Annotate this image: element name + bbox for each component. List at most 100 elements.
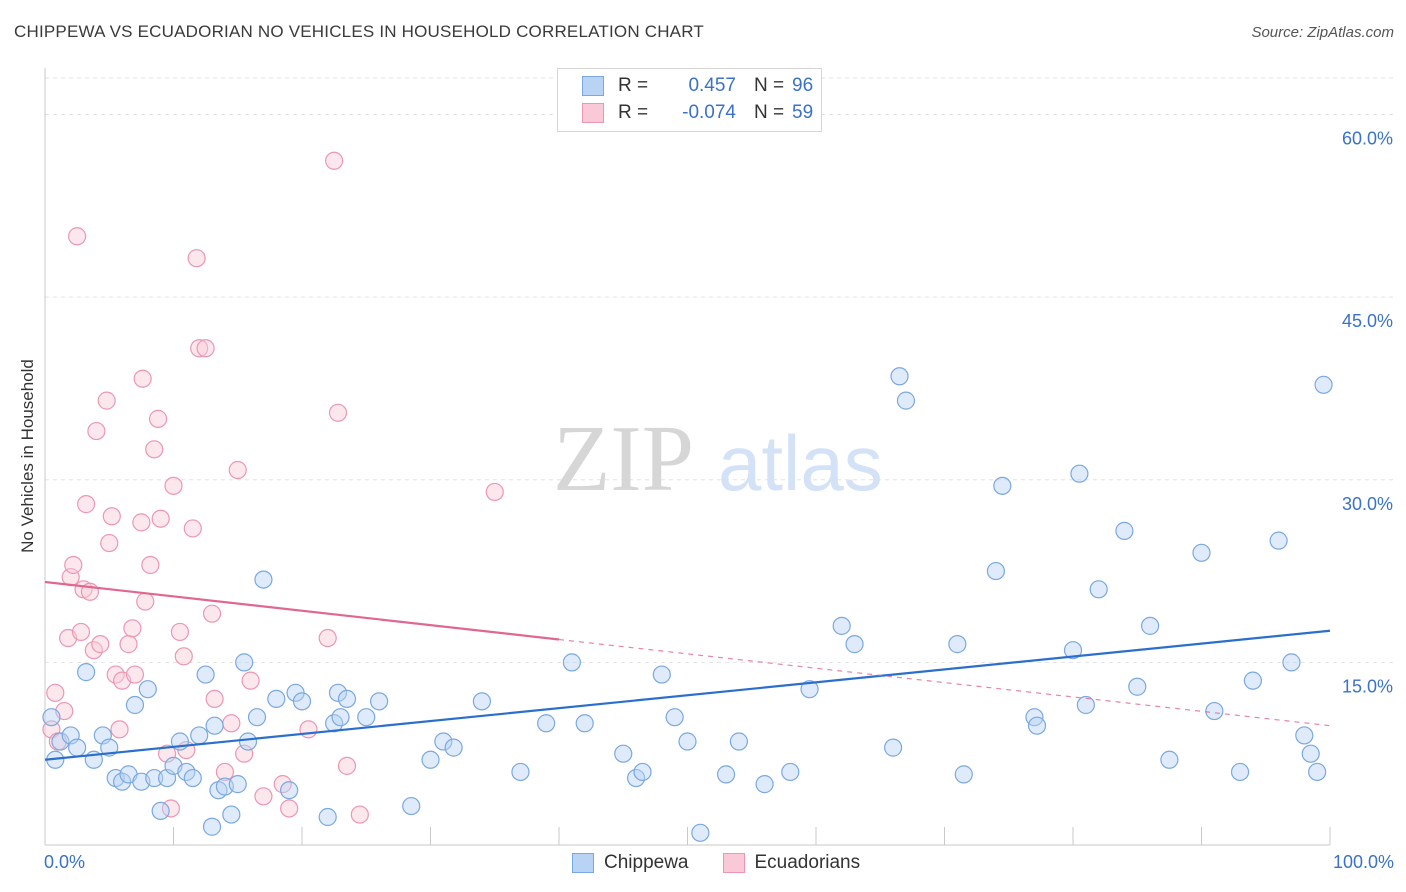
chippewa-point: [77, 663, 96, 682]
ecuadorian-point: [97, 391, 116, 410]
chippewa-point: [228, 775, 247, 794]
chippewa-point: [434, 732, 453, 751]
y-tick-label: 45.0%: [1342, 311, 1393, 331]
y-tick-labels: 15.0% 30.0% 45.0% 60.0%: [1342, 129, 1393, 697]
chippewa-point: [1027, 716, 1047, 735]
legend-r-label: R =: [618, 102, 649, 123]
chippewa-point: [318, 807, 337, 827]
axes: [44, 68, 1331, 846]
ecuadorian-point: [68, 227, 87, 246]
chippewa-point: [1282, 653, 1301, 672]
ecuadorian-point: [148, 409, 168, 428]
chippewa-point: [337, 689, 357, 709]
chippewa-point: [948, 635, 967, 654]
chippewa-point: [781, 762, 800, 782]
ecuadorian-point: [119, 635, 138, 654]
ecuadorian-point: [164, 476, 183, 495]
chippewa-point: [196, 665, 215, 684]
chippewa-point: [896, 391, 916, 410]
ecuadorian-legend-swatch: [722, 853, 745, 873]
ecuadorian-point: [71, 622, 91, 642]
chippewa-point: [1230, 762, 1250, 782]
series-legend: Chippewa Ecuadorians: [572, 852, 894, 874]
legend-n-value: 59: [792, 102, 814, 123]
watermark-zip: ZIP: [553, 407, 694, 511]
legend-row-chippewa: R = 0.457 N = 96: [582, 73, 813, 99]
chippewa-swatch: [582, 76, 604, 96]
x-tick-min: 0.0%: [44, 852, 86, 872]
chippewa-point: [328, 683, 348, 702]
chippewa-point: [1301, 744, 1320, 763]
chippewa-point: [68, 738, 87, 757]
ecuadorian-point: [64, 555, 83, 575]
ecuadorian-point: [254, 787, 273, 806]
legend-r-value: -0.074: [682, 102, 736, 123]
y-tick-label: 30.0%: [1342, 494, 1393, 514]
chippewa-point: [331, 708, 350, 727]
chippewa-point: [1205, 701, 1224, 721]
chippewa-point: [151, 801, 170, 821]
watermark: ZIP atlas: [553, 407, 883, 511]
chippewa-point: [1314, 375, 1333, 394]
chippewa-point: [183, 768, 202, 788]
trend-lines: [44, 580, 1331, 761]
chippewa-point: [1308, 762, 1327, 782]
chippewa-point: [716, 765, 736, 784]
ecuadorian-point: [170, 622, 190, 642]
ecuadorian-point: [337, 756, 357, 775]
ecuadorian-point: [222, 714, 241, 733]
ecuadorian-point: [46, 683, 65, 702]
ecuadorian-point: [325, 151, 344, 170]
chippewa-point: [235, 653, 254, 672]
chippewa-point: [832, 616, 851, 635]
legend-r-value: 0.457: [688, 75, 736, 96]
chippewa-point: [138, 680, 157, 699]
chippewa-point: [652, 665, 671, 684]
chippewa-point: [472, 692, 491, 711]
source-credit: Source: ZipAtlas.com: [1251, 24, 1394, 41]
chippewa-point: [402, 796, 421, 816]
chippewa-point: [42, 708, 61, 727]
ecuadorian-point: [145, 440, 164, 459]
chippewa-trend-line: [44, 629, 1331, 761]
chippewa-point: [575, 714, 594, 733]
ecuadorian-point: [87, 421, 106, 441]
chippewa-point: [954, 765, 973, 784]
grid-lines: [45, 77, 1395, 663]
chippewa-point: [125, 695, 145, 715]
y-axis-label: No Vehicles in Household: [18, 359, 37, 553]
ecuadorian-point: [196, 339, 215, 358]
ecuadorian-point: [485, 482, 504, 502]
ecuadorian-swatch: [582, 103, 604, 123]
ecuadorian-point: [174, 647, 193, 666]
chippewa-point: [691, 823, 710, 842]
y-tick-label: 60.0%: [1342, 129, 1393, 149]
x-tick-max: 100.0%: [1332, 852, 1394, 872]
ecuadorian-point: [205, 689, 224, 709]
ecuadorian-point: [123, 619, 142, 638]
chippewa-point: [421, 750, 440, 769]
chippewa-point: [357, 708, 376, 727]
chippewa-point: [729, 732, 749, 751]
ecuadorian-point: [110, 720, 129, 739]
chippewa-point: [678, 732, 697, 751]
chippewa-point: [1070, 464, 1089, 483]
ecuadorian-point: [318, 628, 337, 648]
ecuadorian-point: [187, 249, 206, 268]
ecuadorian-point: [202, 604, 222, 623]
chippewa-point: [562, 653, 581, 672]
chippewa-point: [238, 732, 258, 751]
ecuadorian-legend-label: Ecuadorians: [754, 852, 861, 873]
chippewa-point: [51, 732, 70, 751]
chippewa-point: [247, 708, 267, 727]
chippewa-point: [614, 744, 633, 763]
ecuadorian-point: [100, 533, 119, 553]
chippewa-point: [370, 692, 389, 711]
chippewa-point: [190, 726, 209, 745]
chippewa-point: [1192, 543, 1211, 562]
chippewa-point: [511, 762, 530, 782]
ecuadorian-point: [77, 495, 96, 514]
ecuadorian-point: [102, 507, 121, 526]
correlation-legend: R = 0.457 N = 96 R = -0.074 N = 59: [557, 68, 822, 132]
